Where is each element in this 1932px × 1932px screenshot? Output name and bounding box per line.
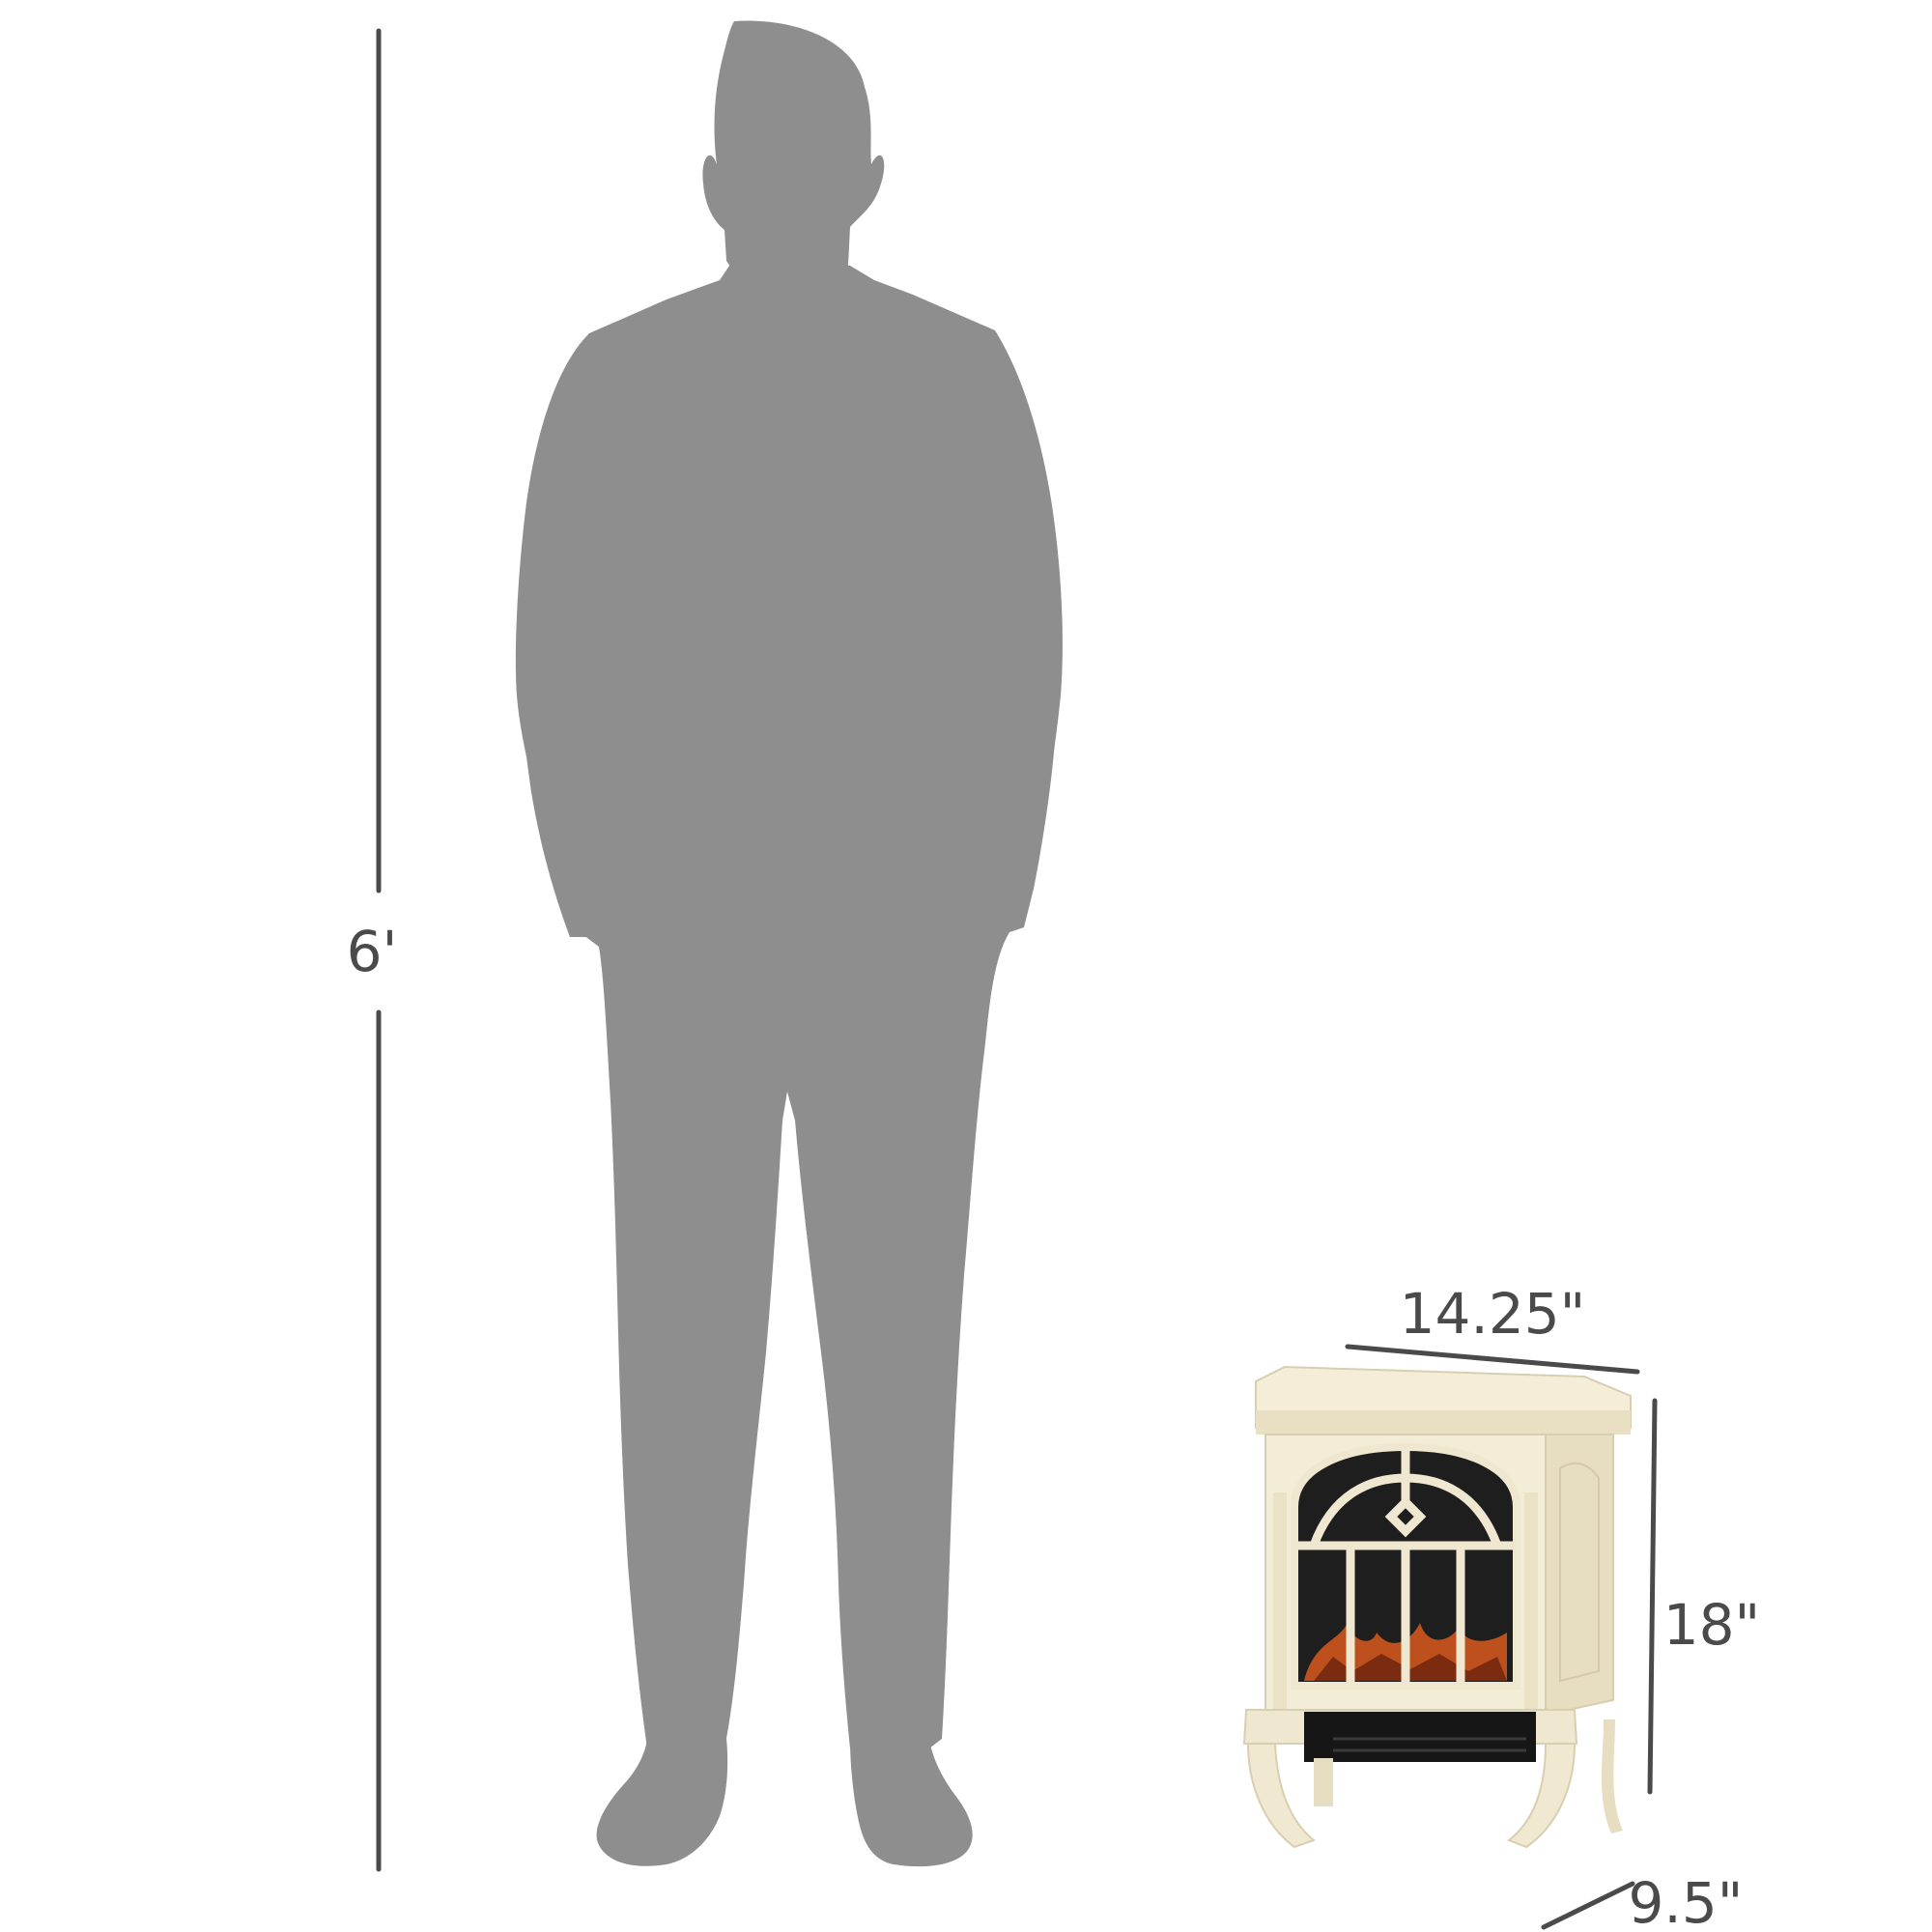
front-left-leg [1246,1743,1317,1849]
heater-depth-label: 9.5" [1629,1870,1744,1932]
height-line [1647,1398,1658,1795]
left-pillar [1273,1492,1287,1715]
human-silhouette-icon [515,20,1063,1867]
window-grille [1294,1447,1517,1686]
heater-height-dimension: 18" [1647,1398,1760,1795]
left-arm [515,333,618,937]
vent-slats [1333,1737,1526,1752]
head [702,20,885,272]
width-line [1345,1344,1640,1375]
left-shoe [596,1739,728,1866]
heater-top-edge [1256,1410,1631,1435]
person-height-label: 6' [347,919,398,984]
heater-side [1545,1434,1614,1717]
heater-width-label: 14.25" [1400,1281,1586,1347]
electric-fireplace-heater-icon [1242,1365,1632,1849]
side-panel-molding [1559,1462,1600,1683]
right-shoe [850,1739,973,1867]
front-right-leg [1506,1743,1577,1849]
right-arm [966,330,1063,932]
depth-line [1541,1881,1635,1930]
heater-height-label: 18" [1663,1592,1760,1658]
heater-depth-dimension: 9.5" [1541,1870,1744,1932]
back-right-leg [1602,1719,1623,1833]
body [517,266,1058,1748]
person-height-dimension: 6' [347,28,398,1872]
heater-vent [1304,1712,1536,1762]
back-left-leg [1314,1758,1333,1806]
right-pillar [1524,1492,1538,1715]
heater-width-dimension: 14.25" [1345,1281,1640,1375]
